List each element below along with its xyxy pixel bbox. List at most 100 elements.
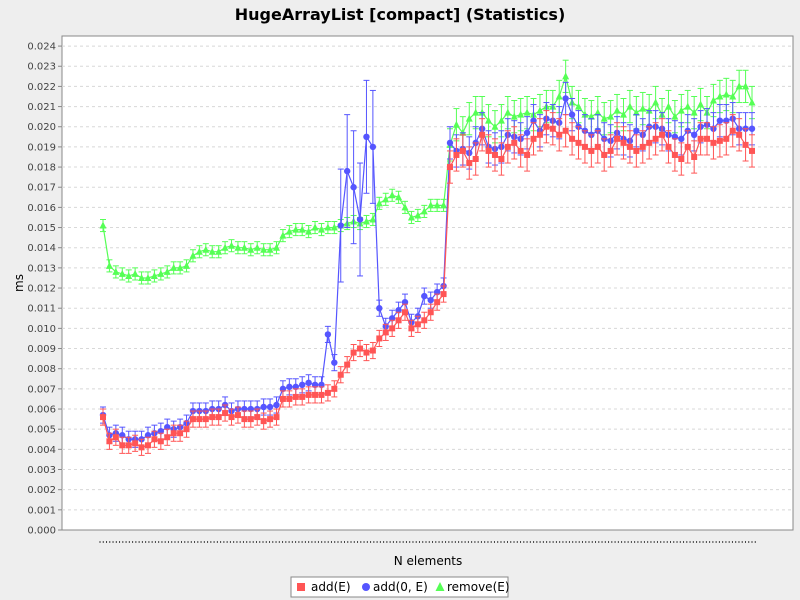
data-point — [144, 442, 151, 449]
data-point — [132, 440, 139, 447]
data-point — [408, 325, 415, 332]
data-point — [664, 102, 672, 110]
data-point — [678, 135, 685, 143]
data-point — [228, 414, 235, 421]
data-point — [247, 416, 254, 423]
data-point — [742, 141, 749, 148]
data-point — [735, 82, 743, 90]
data-point — [446, 139, 454, 147]
data-point — [414, 321, 421, 328]
data-point — [704, 135, 711, 142]
data-point — [118, 269, 126, 277]
data-point — [569, 135, 576, 142]
y-tick-label: 0.004 — [27, 445, 56, 456]
data-point — [195, 247, 203, 255]
data-point — [479, 131, 486, 138]
data-point — [414, 211, 422, 219]
data-point — [221, 243, 229, 251]
data-point — [125, 442, 132, 449]
data-point — [690, 108, 698, 116]
data-point — [427, 296, 434, 304]
y-tick-label: 0.002 — [27, 485, 56, 496]
data-point — [298, 381, 306, 389]
data-point — [176, 263, 184, 271]
data-point — [337, 222, 344, 229]
y-tick-label: 0.005 — [27, 425, 56, 436]
y-tick-label: 0.016 — [27, 203, 56, 214]
data-point — [356, 216, 364, 223]
data-point — [601, 151, 608, 158]
data-point — [639, 104, 647, 112]
data-point — [446, 164, 453, 171]
data-point — [299, 393, 306, 400]
data-point — [723, 135, 730, 142]
data-point — [376, 335, 383, 342]
data-point — [215, 414, 222, 421]
data-point — [671, 112, 679, 120]
data-point — [286, 395, 293, 402]
data-point — [100, 414, 106, 421]
data-point — [619, 110, 627, 118]
data-point — [209, 414, 216, 421]
data-point — [279, 395, 286, 402]
y-tick-label: 0.023 — [27, 62, 56, 73]
data-point — [324, 223, 332, 231]
data-point — [170, 263, 178, 271]
data-point — [363, 349, 370, 356]
data-point — [357, 345, 364, 352]
legend-marker — [435, 582, 445, 591]
data-point — [588, 147, 595, 154]
data-point — [254, 414, 261, 421]
data-point — [556, 131, 563, 138]
data-point — [273, 401, 280, 409]
data-point — [524, 151, 531, 158]
data-point — [504, 108, 512, 116]
data-point — [138, 273, 146, 281]
data-point — [241, 416, 248, 423]
data-point — [523, 108, 531, 116]
x-axis — [99, 541, 756, 543]
data-point — [285, 227, 293, 235]
data-point — [716, 92, 724, 100]
data-point — [273, 414, 280, 421]
legend-marker — [297, 583, 305, 591]
data-point — [594, 108, 602, 116]
y-tick-label: 0.022 — [27, 82, 56, 93]
data-point — [382, 195, 390, 203]
data-point — [177, 430, 184, 437]
data-point — [222, 410, 229, 417]
data-point — [267, 416, 274, 423]
legend-item: add(0, E) — [362, 580, 428, 594]
data-point — [517, 110, 525, 118]
data-point — [369, 347, 376, 354]
data-point — [659, 131, 666, 138]
y-tick-label: 0.020 — [27, 122, 56, 133]
data-point — [266, 245, 274, 253]
data-point — [279, 231, 287, 239]
data-point — [678, 155, 685, 162]
data-point — [234, 243, 242, 251]
y-tick-label: 0.010 — [27, 324, 56, 335]
data-point — [375, 199, 383, 207]
data-point — [389, 325, 396, 332]
data-point — [697, 100, 705, 108]
data-point — [369, 143, 377, 151]
data-point — [491, 151, 498, 158]
data-point — [729, 92, 737, 100]
data-point — [260, 245, 268, 253]
data-point — [119, 442, 126, 449]
data-point — [240, 243, 248, 251]
data-point — [459, 147, 466, 154]
data-point — [105, 261, 113, 269]
data-point — [491, 122, 499, 130]
data-point — [170, 430, 177, 437]
x-axis-label: N elements — [394, 554, 463, 568]
data-point — [395, 317, 402, 324]
y-tick-label: 0.021 — [27, 102, 56, 113]
data-point — [163, 267, 171, 275]
data-point — [497, 116, 505, 124]
data-point — [363, 133, 370, 141]
data-point — [208, 247, 216, 255]
data-point — [440, 291, 447, 298]
data-point — [350, 349, 357, 356]
